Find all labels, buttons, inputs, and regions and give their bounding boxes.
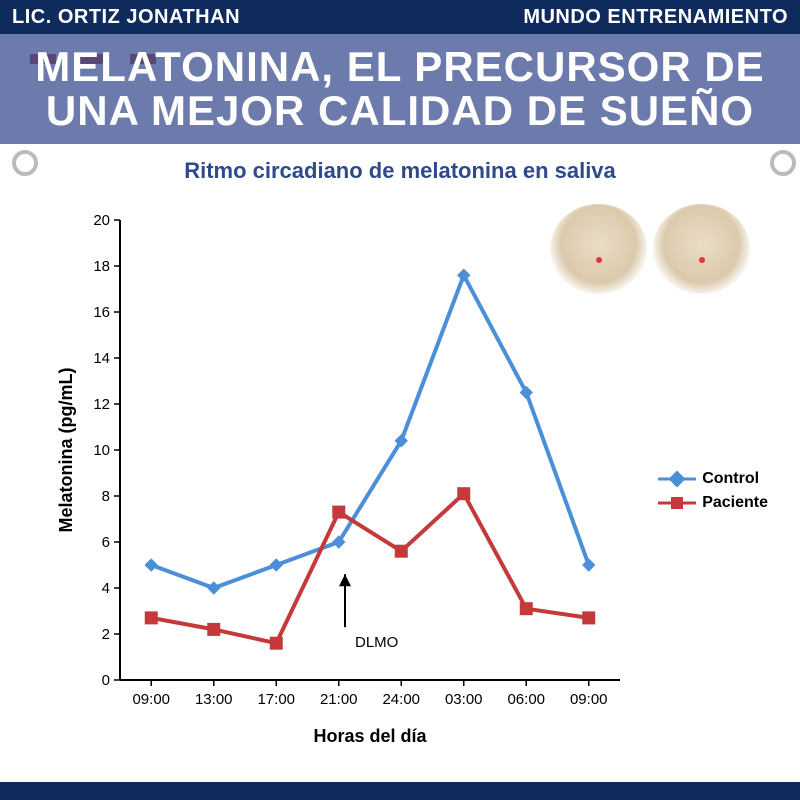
svg-text:21:00: 21:00 — [320, 691, 358, 708]
chart-container: 0 2 4 6 8 10 12 14 16 18 20 09:00 13:00 17:00 21:00 24:… — [50, 200, 750, 760]
footer-bar — [0, 782, 800, 800]
legend-item-control: Control — [658, 470, 768, 488]
svg-text:14: 14 — [93, 350, 110, 367]
legend-label-paciente: Paciente — [702, 494, 768, 512]
legend: Control Paciente — [658, 470, 768, 518]
svg-text:4: 4 — [102, 580, 110, 597]
svg-text:DLMO: DLMO — [355, 634, 398, 651]
brain-posterior-icon — [653, 204, 750, 294]
author-label: LIC. ORTIZ JONATHAN — [12, 6, 240, 29]
svg-text:Melatonina (pg/mL): Melatonina (pg/mL) — [56, 368, 76, 533]
svg-text:09:00: 09:00 — [570, 691, 608, 708]
svg-text:8: 8 — [102, 488, 110, 505]
brain-illustrations — [550, 204, 750, 294]
svg-text:20: 20 — [93, 212, 110, 229]
legend-item-paciente: Paciente — [658, 494, 768, 512]
svg-text:17:00: 17:00 — [257, 691, 295, 708]
svg-text:09:00: 09:00 — [132, 691, 170, 708]
svg-text:16: 16 — [93, 304, 110, 321]
svg-text:6: 6 — [102, 534, 110, 551]
svg-text:06:00: 06:00 — [507, 691, 545, 708]
svg-text:03:00: 03:00 — [445, 691, 483, 708]
chart-title: Ritmo circadiano de melatonina en saliva — [0, 158, 800, 184]
svg-text:18: 18 — [93, 258, 110, 275]
svg-text:Horas del día: Horas del día — [313, 726, 427, 746]
svg-text:10: 10 — [93, 442, 110, 459]
svg-text:12: 12 — [93, 396, 110, 413]
main-title: MELATONINA, EL PRECURSOR DE UNA MEJOR CA… — [0, 34, 800, 144]
brand-label: MUNDO ENTRENAMIENTO — [523, 6, 788, 29]
svg-text:2: 2 — [102, 626, 110, 643]
svg-text:0: 0 — [102, 672, 110, 689]
svg-text:24:00: 24:00 — [382, 691, 420, 708]
svg-text:13:00: 13:00 — [195, 691, 233, 708]
legend-label-control: Control — [702, 470, 759, 488]
header-bar: LIC. ORTIZ JONATHAN MUNDO ENTRENAMIENTO — [0, 0, 800, 34]
brain-lateral-icon — [550, 204, 647, 294]
